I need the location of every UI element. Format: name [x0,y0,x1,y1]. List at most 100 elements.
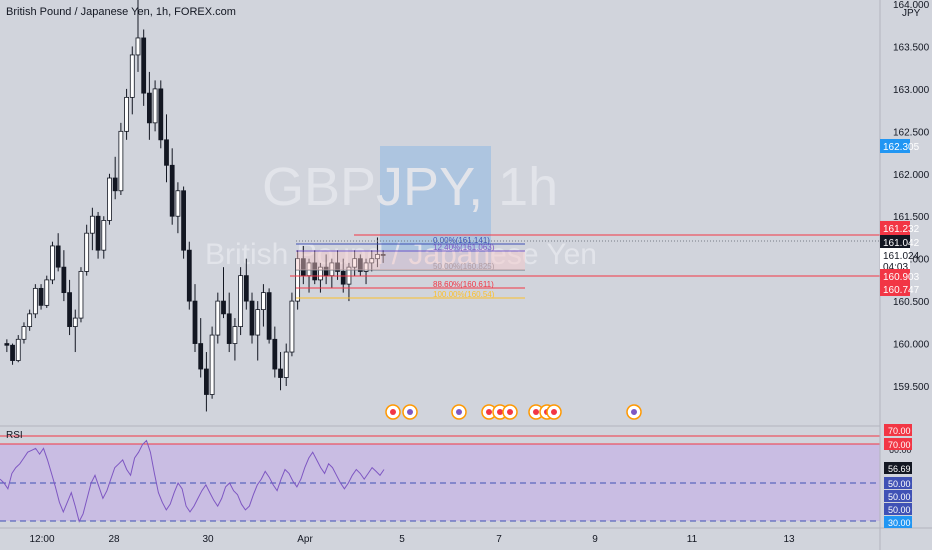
candle-body [112,177,118,192]
rsi-badge-70: 70.00 [884,438,912,450]
candle [15,335,21,363]
candle [255,301,261,361]
economic-event-icon[interactable] [546,404,562,420]
candle-body [255,309,261,336]
watermark-symbol: GBPJPY, 1h [262,157,558,217]
economic-event-icon[interactable] [451,404,467,420]
candle [61,250,67,302]
candle [112,156,118,200]
candle-body [107,177,112,221]
candle-body [192,300,198,344]
candle [146,71,152,140]
fib-level-label: 12.40%(161.063) [433,243,495,252]
rsi-badge-50-b: 50.00 [884,490,912,502]
horizontal-lines[interactable] [290,234,880,277]
candle [4,339,10,353]
svg-text:50.00: 50.00 [888,505,911,515]
watermark-highlight [380,146,491,269]
candle-body [55,245,61,268]
candle [10,343,15,365]
price-axis-tick: 161.000 [893,255,930,266]
rsi-line [0,439,385,523]
candle-body [340,270,346,285]
candle [164,114,169,183]
candle-body [272,338,278,370]
economic-event-icon[interactable] [402,404,418,420]
candle-body [10,344,15,361]
candle [266,288,272,344]
candle-body [249,300,255,336]
candle [84,224,90,276]
candle [375,237,380,268]
candle-body [363,262,369,272]
candle-body [169,164,175,217]
candle [175,182,181,234]
economic-event-icon[interactable] [626,404,642,420]
price-axis-tick: 162.000 [893,170,930,181]
economic-events-row[interactable] [385,404,642,420]
candle [72,309,78,353]
svg-text:70.00: 70.00 [888,426,911,436]
candle [158,80,164,149]
candle [335,250,340,280]
candle-body [375,254,380,260]
time-axis-tick: 7 [496,534,502,545]
svg-text:161.024: 161.024 [883,251,920,262]
candle-body [261,292,266,311]
candle [380,250,386,263]
candle [21,322,27,344]
candle-body [67,292,72,327]
svg-text:30.00: 30.00 [888,518,911,528]
price-axis[interactable]: 164.000 163.500 163.000 162.500 162.000 161.5… [893,0,930,393]
candle [169,148,175,225]
candle [238,267,244,336]
price-badge-last: 161.042 [880,235,920,249]
candle-body [175,190,181,217]
svg-text:160.903: 160.903 [883,272,920,283]
candle [289,292,295,357]
candle-body [141,37,147,94]
economic-event-icon[interactable] [502,404,518,420]
candle [141,29,147,106]
candle-body [129,54,135,98]
candle [357,254,363,276]
svg-text:50.00: 50.00 [888,479,911,489]
candle-body [221,300,226,315]
candle [352,250,358,276]
price-axis-tick: 164.000 [893,0,930,11]
price-badge-bid: 161.024 [880,248,920,262]
candle-body [146,92,152,124]
symbol-title[interactable]: British Pound / Japanese Yen, 1h, FOREX.… [6,6,236,18]
candle-body [278,368,283,378]
candle-body [78,270,84,319]
candle-body [61,266,67,294]
candle-body [369,258,375,264]
economic-event-icon[interactable] [385,404,401,420]
candle [124,88,129,140]
time-axis-tick: 30 [202,534,214,545]
candle [101,216,107,259]
time-axis-tick: 5 [399,534,405,545]
candle [283,343,289,386]
fib-level-label: 100.00%(160.54) [433,290,495,299]
candle [32,284,38,319]
candle-body [84,232,90,272]
price-axis-tick: 162.500 [893,127,930,138]
candle-body [38,287,44,306]
candle-body [238,275,244,327]
candle-body [44,279,50,306]
candle [232,318,238,361]
candle-body [95,215,101,251]
candle [129,46,135,115]
time-axis[interactable]: 12:00 28 30 Apr 5 7 9 11 13 [29,534,795,545]
candle-body [15,338,21,361]
candle [209,326,215,399]
price-axis-tick: 160.000 [893,340,930,351]
candle-body [232,326,238,344]
rsi-indicator-label[interactable]: RSI [6,430,23,441]
candle [221,267,226,319]
currency-label: JPY [902,8,921,19]
candle [89,207,95,251]
